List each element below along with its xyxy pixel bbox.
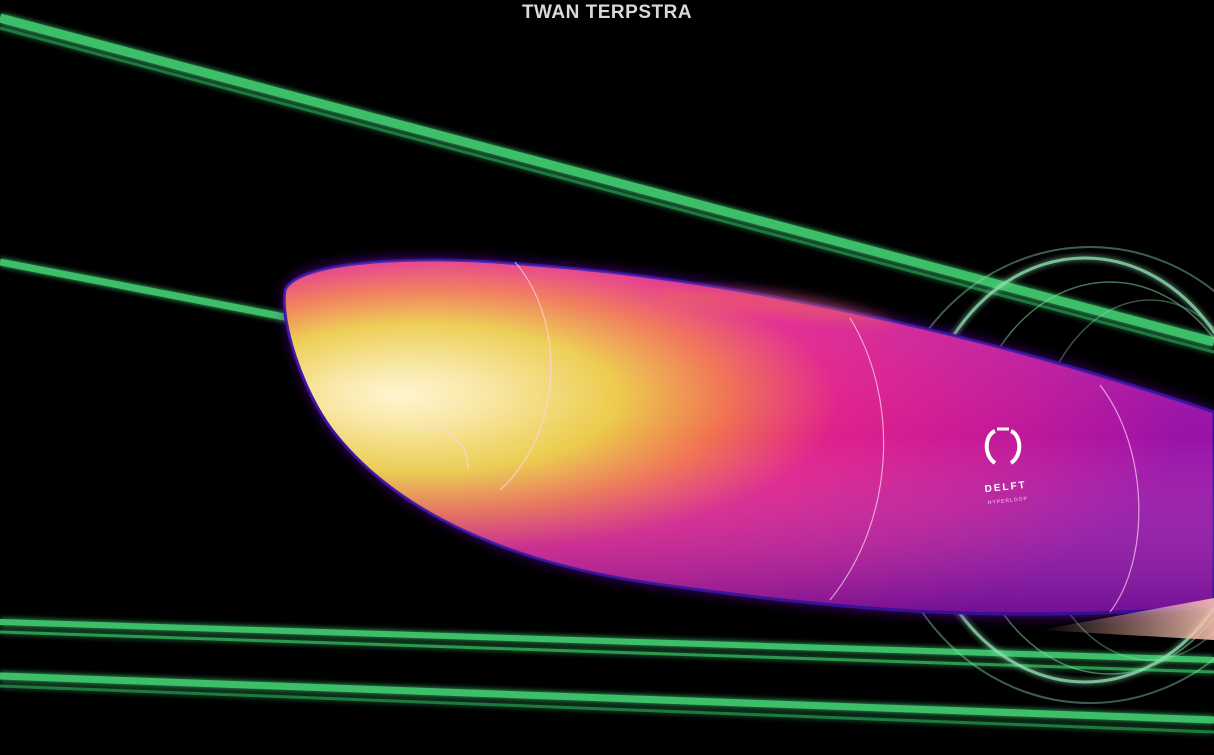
logo-subtitle: HYPERLOOP: [988, 496, 1029, 506]
delft-hyperloop-logo-icon: [984, 427, 1022, 465]
tube-line-lower-2: [0, 630, 1214, 674]
tube-lines: [0, 13, 1214, 734]
author-name: TWAN TERPSTRA: [521, 2, 693, 23]
tube-line-top: [0, 13, 1214, 347]
pod-tail: [1040, 598, 1214, 640]
tube-line-upper: [0, 258, 291, 322]
tube-line-lower-1: [0, 619, 1214, 663]
tube-line-bottom-inner: [0, 684, 1214, 734]
logo-name: DELFT: [984, 480, 1027, 495]
tube-line-top-inner: [0, 26, 1214, 354]
pod-seams: [419, 261, 1140, 613]
tube-line-bottom: [0, 672, 1214, 724]
